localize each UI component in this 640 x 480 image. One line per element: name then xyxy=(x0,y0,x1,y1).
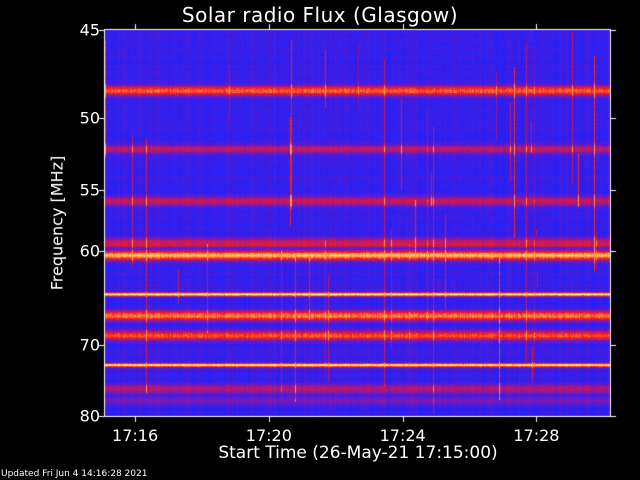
updated-footer: Updated Fri Jun 4 14:16:28 2021 xyxy=(1,469,148,479)
x-axis-title: Start Time (26-May-21 17:15:00) xyxy=(218,443,498,463)
chart-title: Solar radio Flux (Glasgow) xyxy=(181,3,459,27)
y-axis-title: Frequency [MHz] xyxy=(47,155,67,291)
